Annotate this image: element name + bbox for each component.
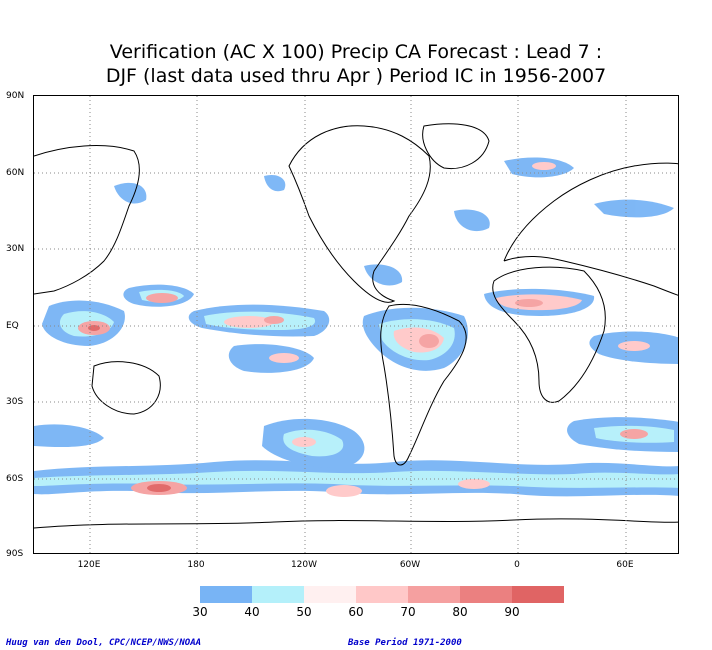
lat-label-eq: EQ [6,321,19,331]
lon-label-60e: 60E [616,560,634,570]
lon-label-120e: 120E [77,560,101,570]
lat-label-30n: 30N [6,244,25,254]
colorbar-swatch-50-60 [304,586,356,603]
colorbar-label-70: 70 [400,605,416,619]
colorbar-label-90: 90 [504,605,520,619]
credit-author: Huug van den Dool, CPC/NCEP/NWS/NOAA [6,638,202,648]
lat-label-60s: 60S [6,474,24,484]
credit-base-period: Base Period 1971-2000 [348,638,462,648]
lat-label-60n: 60N [6,168,25,178]
map-canvas [34,96,678,553]
map-frame [33,95,679,554]
lat-label-90s: 90S [6,549,24,559]
lat-label-90n: 90N [6,91,25,101]
lon-label-180: 180 [187,560,205,570]
colorbar-swatch-90-plus [512,586,564,603]
correlation-shading [34,157,678,497]
colorbar-label-30: 30 [192,605,208,619]
colorbar-label-60: 60 [348,605,364,619]
map-title-line1: Verification (AC X 100) Precip CA Foreca… [109,41,603,63]
colorbar-swatch-70-80 [408,586,460,603]
colorbar-label-40: 40 [244,605,260,619]
colorbar-label-50: 50 [296,605,312,619]
lat-label-30s: 30S [6,397,24,407]
colorbar-swatch-30-40 [200,586,252,603]
lon-label-0: 0 [514,560,520,570]
colorbar [200,586,564,603]
lon-label-120w: 120W [290,560,318,570]
colorbar-swatch-80-90 [460,586,512,603]
colorbar-swatch-40-50 [252,586,304,603]
graticule [34,96,678,553]
coastlines [34,123,678,529]
lon-label-60w: 60W [399,560,421,570]
colorbar-label-80: 80 [452,605,468,619]
colorbar-swatch-60-70 [356,586,408,603]
map-title-line2: DJF (last data used thru Apr ) Period IC… [105,65,607,87]
